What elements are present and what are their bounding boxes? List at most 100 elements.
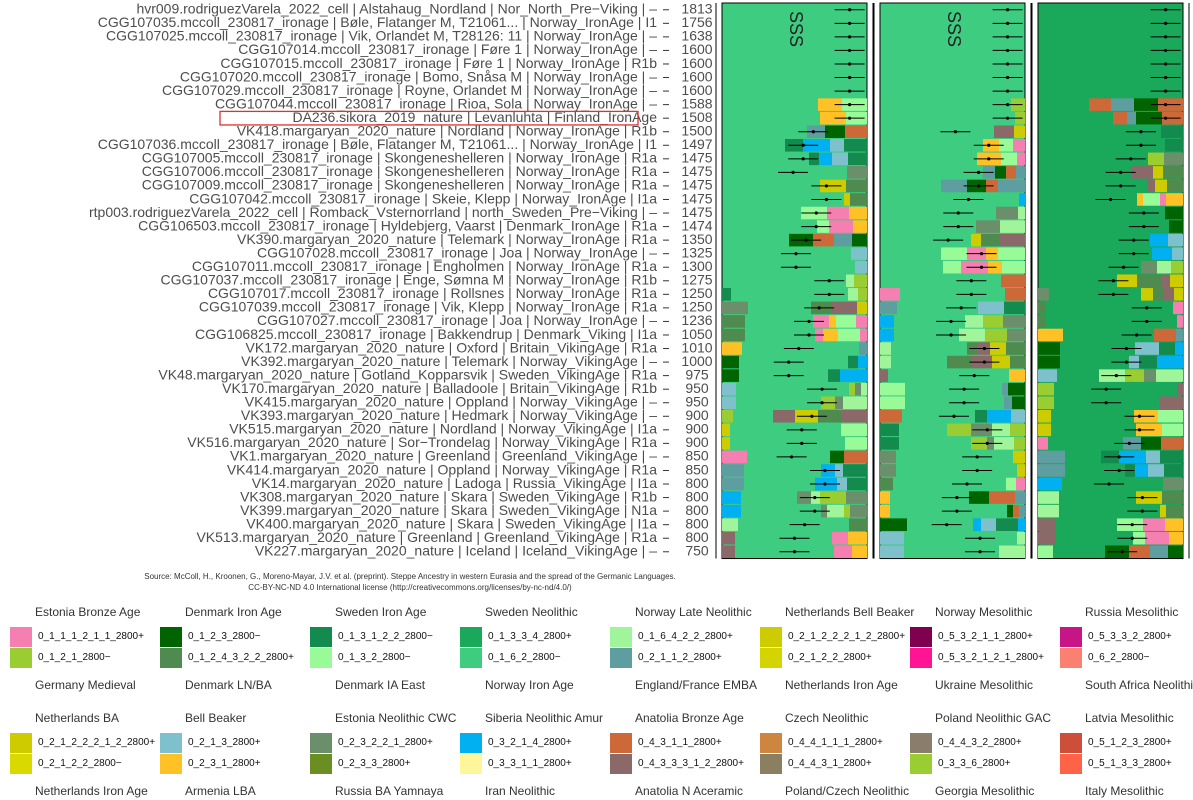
admixture-segment <box>1010 423 1025 437</box>
sample-year: 1500 <box>681 123 712 139</box>
sample-year: 800 <box>685 515 709 531</box>
admixture-segment <box>1014 437 1025 450</box>
error-point <box>977 170 981 174</box>
error-point <box>1111 279 1115 283</box>
error-point <box>807 333 811 337</box>
admixture-segment <box>722 437 730 450</box>
admixture-segment <box>722 450 747 464</box>
legend-title-above: Denmark Iron Age <box>185 605 282 619</box>
sample-year: 1475 <box>681 190 712 206</box>
admixture-segment <box>1038 531 1056 545</box>
panel-label: SSS <box>944 11 964 47</box>
legend-swatch <box>1060 648 1082 668</box>
sample-year: 900 <box>685 421 709 437</box>
admixture-segment <box>846 179 867 193</box>
admixture-segment <box>1172 247 1183 260</box>
admixture-segment <box>1002 382 1008 396</box>
admixture-segment <box>1006 477 1016 491</box>
admixture-segment <box>1165 139 1183 152</box>
admixture-segment <box>1166 504 1183 518</box>
error-point <box>803 523 807 527</box>
sample-year: 900 <box>685 407 709 423</box>
sample-year: 975 <box>685 366 709 382</box>
error-point <box>801 157 805 161</box>
sample-label: CGG107044.mccoll_230817_ironage | Rioa, … <box>215 95 657 111</box>
admixture-segment <box>820 111 846 125</box>
legend-title-below: Netherlands Iron Age <box>785 678 898 692</box>
sample-year: 1475 <box>681 177 712 193</box>
admixture-segment <box>823 328 838 342</box>
admixture-segment <box>1153 166 1163 179</box>
sample-year: 1350 <box>681 231 712 247</box>
error-point <box>975 455 979 459</box>
error-point <box>814 224 818 229</box>
legend-title-above: Czech Neolithic <box>785 711 869 725</box>
admixture-segment <box>1157 260 1171 274</box>
sample-label: CGG107028.mccoll_230817_ironage | Joa | … <box>257 244 657 260</box>
legend-title-below: Italy Mesolithic <box>1085 784 1164 798</box>
legend-swatch <box>460 754 482 774</box>
admixture-segment <box>1146 450 1160 464</box>
sample-label: CGG107015.mccoll_230817_ironage | Føre 1… <box>220 55 657 71</box>
error-point <box>952 414 956 418</box>
admixture-segment <box>998 247 1025 260</box>
error-point <box>956 224 960 229</box>
admixture-segment <box>1129 545 1150 559</box>
admixture-segment <box>1111 98 1134 111</box>
sample-year: 1475 <box>681 163 712 179</box>
sample-year: 1600 <box>681 41 712 57</box>
admixture-segment <box>880 382 905 396</box>
admixture-segment <box>1038 504 1059 518</box>
admixture-segment <box>1164 152 1183 166</box>
legend-item-label: 0_5_1_3_3_2800+ <box>1088 758 1172 769</box>
error-point <box>1006 48 1010 53</box>
admixture-segment <box>1143 518 1165 531</box>
admixture-segment <box>1002 260 1025 274</box>
admixture-segment <box>947 423 971 437</box>
admixture-segment <box>1007 504 1013 518</box>
sample-label: CGG107017.mccoll_230817_ironage | Rollsn… <box>208 285 657 301</box>
error-point <box>797 346 801 351</box>
admixture-segment <box>998 179 1025 193</box>
legend-item-label: 0_1_6_4_2_2_2800+ <box>638 631 733 642</box>
error-point <box>962 387 966 391</box>
sample-year: 1250 <box>681 285 712 301</box>
admixture-segment <box>1173 301 1183 315</box>
error-point <box>955 495 959 500</box>
error-point <box>848 8 852 12</box>
admixture-segment <box>971 233 981 247</box>
admixture-segment <box>1163 166 1183 179</box>
legend-item-label: 0_3_2_1_4_2800+ <box>488 737 572 748</box>
legend-title-above: Poland Neolithic GAC <box>935 711 1052 725</box>
sample-label: rtp003.rodriguezVarela_2022_cell | Romba… <box>89 204 657 220</box>
admixture-segment <box>1170 274 1183 288</box>
error-point <box>1117 468 1121 473</box>
admixture-segment <box>1139 355 1157 369</box>
sample-year: 1600 <box>681 82 712 98</box>
admixture-segment <box>1166 193 1183 206</box>
admixture-segment <box>978 301 1004 315</box>
error-point <box>972 374 976 378</box>
error-point <box>1130 523 1134 527</box>
admixture-segment <box>981 233 999 247</box>
legend-swatch <box>610 627 632 647</box>
admixture-segment <box>1001 152 1017 166</box>
admixture-segment <box>722 355 739 369</box>
admixture-segment <box>1038 518 1056 531</box>
error-point <box>823 482 827 486</box>
legend-item-label: 0_5_3_2_1_1_2800+ <box>938 631 1033 642</box>
sample-label: VK513.margaryan_2020_nature | Greenland … <box>196 529 657 545</box>
error-point <box>982 346 987 351</box>
error-point <box>1132 238 1136 242</box>
error-point <box>1145 306 1149 310</box>
admixture-segment <box>849 382 855 396</box>
error-point <box>1132 252 1136 256</box>
legend-title-below: Russia BA Yamnaya <box>335 784 444 798</box>
admixture-segment <box>1141 260 1157 274</box>
admixture-segment <box>1168 233 1183 247</box>
admixture-segment <box>1038 382 1054 396</box>
error-point <box>824 184 829 188</box>
sample-label: CGG107005.mccoll_230817_ironage | Skonge… <box>142 150 657 166</box>
error-point <box>848 21 852 25</box>
error-point <box>824 197 829 202</box>
